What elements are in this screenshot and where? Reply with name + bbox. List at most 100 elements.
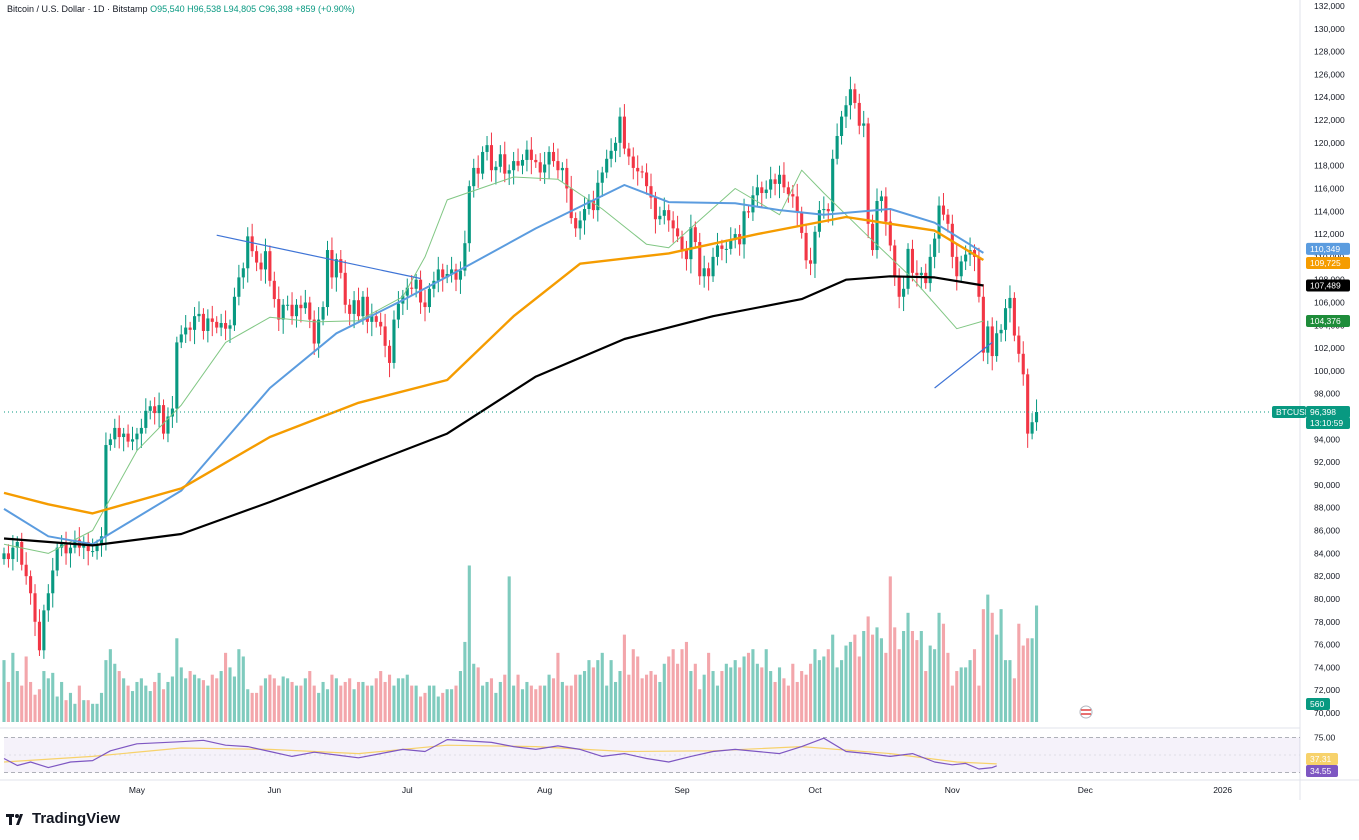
volume-bar — [972, 649, 977, 722]
candle-body — [844, 105, 848, 117]
volume-bar — [689, 671, 693, 722]
volume-bar — [6, 681, 10, 722]
candle-body — [995, 333, 999, 357]
volume-bar — [263, 678, 268, 722]
candle-body — [95, 545, 99, 552]
candle-body — [299, 304, 303, 309]
candle-body — [826, 208, 830, 212]
candle-body — [113, 427, 117, 440]
candle-body — [1008, 297, 1012, 309]
candle-body — [627, 148, 631, 157]
volume-bar — [268, 674, 272, 722]
volume-bar — [999, 609, 1003, 722]
candle-body — [711, 256, 715, 277]
volume-bar — [224, 652, 228, 722]
candle-body — [104, 445, 108, 537]
candle-body — [857, 102, 861, 126]
candle-body — [636, 167, 640, 172]
candle-body — [157, 405, 161, 414]
volume-bar — [631, 649, 635, 722]
candle-body — [1017, 335, 1021, 354]
candle-body — [543, 164, 547, 173]
candle-body — [139, 427, 143, 434]
candle-body — [11, 547, 15, 560]
volume-bar — [582, 671, 587, 722]
candle-body — [272, 280, 276, 300]
candle-body — [210, 318, 214, 322]
candle-body — [955, 256, 959, 277]
volume-bar — [1030, 638, 1034, 722]
candle-body — [800, 212, 804, 233]
candle-body — [755, 187, 759, 196]
trendline — [216, 234, 421, 280]
candle-body — [144, 410, 148, 428]
volume-bar — [463, 641, 467, 722]
candle-body — [738, 234, 742, 245]
volume-bar — [791, 663, 795, 722]
volume-bar — [569, 685, 573, 722]
volume-bar — [574, 674, 578, 722]
candle-body — [46, 593, 50, 611]
volume-bar — [910, 631, 915, 722]
volume-bar — [498, 681, 502, 722]
y-tick-label: 122,000 — [1314, 115, 1345, 125]
volume-bar — [82, 700, 86, 722]
candle-body — [472, 167, 476, 187]
candle-body — [86, 541, 90, 552]
volume-bar — [458, 671, 462, 722]
candle-body — [729, 239, 733, 249]
volume-bar — [866, 616, 870, 722]
candle-body — [259, 262, 263, 270]
volume-bar — [343, 681, 347, 722]
volume-bar — [414, 685, 418, 722]
volume-bar — [126, 685, 130, 722]
volume-bar — [813, 649, 817, 722]
volume-bar — [605, 685, 609, 722]
ma-green-tag: 104,376 — [1310, 316, 1341, 326]
brand-name: TradingView — [32, 810, 121, 827]
candle-body — [835, 135, 839, 159]
candle-body — [875, 200, 879, 251]
volume-bar — [937, 612, 941, 722]
candle-body — [990, 326, 994, 357]
volume-bar — [356, 681, 361, 722]
candle-body — [959, 261, 963, 277]
candle-body — [795, 196, 799, 213]
candle-body — [1034, 411, 1039, 423]
candle-body — [55, 547, 59, 571]
ma-orange-tag: 109,725 — [1310, 258, 1341, 268]
candle-body — [193, 316, 197, 330]
candle-body — [964, 254, 968, 262]
volume-bar — [808, 663, 813, 722]
rsi-line — [3, 737, 997, 770]
candle-body — [919, 272, 923, 276]
volume-bar — [751, 649, 755, 722]
volume-bar — [68, 692, 73, 722]
candle-body — [840, 116, 844, 136]
volume-bar — [419, 696, 423, 722]
candle-body — [206, 318, 210, 331]
candle-body — [822, 208, 826, 211]
y-tick-label: 112,000 — [1314, 229, 1344, 239]
tradingview-brand[interactable]: TradingView — [6, 810, 120, 827]
candle-body — [897, 277, 901, 297]
y-tick-label: 74,000 — [1314, 662, 1340, 672]
volume-bar — [941, 623, 946, 722]
candle-body — [1012, 297, 1016, 336]
y-tick-label: 124,000 — [1314, 92, 1345, 102]
y-tick-label: 130,000 — [1314, 24, 1345, 34]
x-tick-label: Dec — [1078, 785, 1094, 795]
candle-body — [188, 327, 192, 330]
volume-bar — [232, 676, 236, 722]
volume-bar — [525, 681, 529, 722]
candle-body — [680, 236, 684, 251]
volume-bar — [826, 649, 830, 722]
candle-body — [179, 334, 183, 343]
rsi-ma-line — [3, 744, 997, 765]
rsi-upper-label: 75.00 — [1314, 733, 1336, 743]
volume-bar — [822, 656, 826, 722]
volume-bar — [733, 660, 737, 722]
volume-bar — [844, 645, 848, 722]
candle-body — [1030, 422, 1034, 434]
